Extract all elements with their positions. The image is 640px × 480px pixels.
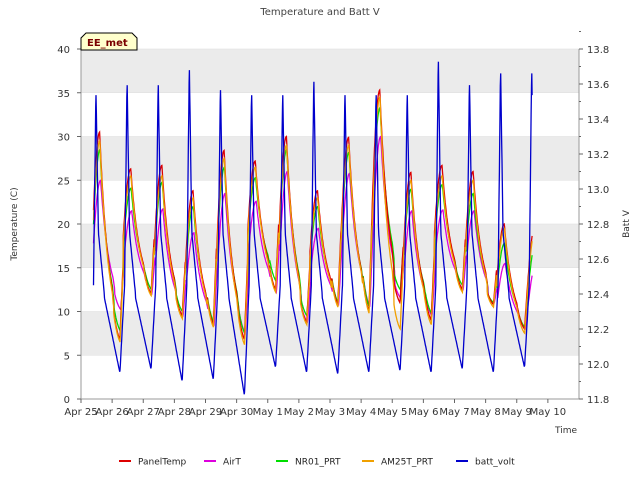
x-tick-label: Apr 30	[220, 407, 253, 418]
x-tick-label: May 7	[439, 407, 469, 418]
station-badge: EE_met	[80, 32, 138, 51]
y-tick-label: 35	[57, 89, 70, 100]
x-tick-label: May 9	[502, 407, 532, 418]
legend: PanelTemp AirT NR01_PRT AM25T_PRT batt_volt	[119, 458, 515, 468]
series-line-batt_volt	[92, 61, 533, 395]
x-tick-label: May 4	[346, 407, 376, 418]
grid-band	[81, 49, 579, 93]
station-label: EE_met	[87, 38, 128, 49]
chart-title: Temperature and Batt V	[259, 7, 380, 18]
x-tick-label: May 5	[377, 407, 407, 418]
y-tick-label: 15	[57, 264, 70, 275]
x-axis-title: Time	[554, 426, 577, 436]
y2-axis-title: Batt V	[622, 209, 632, 238]
y2-tick-label: 12.2	[587, 325, 609, 336]
x-tick-label: May 6	[408, 407, 438, 418]
y2-tick-label: 12.6	[587, 255, 609, 266]
x-tick-label: May 2	[284, 407, 314, 418]
series-layer	[92, 61, 533, 395]
legend-label: NR01_PRT	[295, 458, 341, 468]
y2-tick-label: 13.0	[587, 185, 609, 196]
grid-band	[81, 136, 579, 181]
y-tick-label: 5	[64, 351, 70, 362]
y2-tick-label: 13.4	[587, 115, 609, 126]
y-tick-label: 10	[57, 308, 70, 319]
axes-layer: 0 5 10 15 20 25 30 35 40 11.8 12.0 12.2 12.4 12.6 12.8…	[57, 31, 609, 418]
x-tick-label: Apr 29	[189, 407, 222, 418]
x-tick-label: May 1	[253, 407, 283, 418]
x-tick-label: Apr 28	[158, 407, 191, 418]
y-tick-label: 25	[57, 176, 70, 187]
y2-tick-label: 13.8	[587, 45, 609, 56]
y2-tick-label: 12.0	[587, 360, 609, 371]
y-tick-label: 40	[57, 45, 70, 56]
y-axis-title: Temperature (C)	[10, 187, 20, 261]
y2-tick-label: 11.8	[587, 395, 609, 406]
legend-label: PanelTemp	[138, 458, 187, 468]
x-tick-label: May 10	[530, 407, 567, 418]
x-tick-label: May 3	[315, 407, 345, 418]
y-tick-label: 30	[57, 133, 70, 144]
y2-tick-label: 13.2	[587, 150, 609, 161]
legend-label: AirT	[223, 458, 241, 468]
y2-tick-label: 13.6	[587, 80, 609, 91]
y2-tick-label: 12.4	[587, 290, 609, 301]
y-tick-label: 0	[64, 395, 70, 406]
x-tick-label: May 8	[471, 407, 501, 418]
series-line-AM25T_PRT	[92, 95, 533, 345]
y-tick-label: 20	[57, 220, 70, 231]
y2-tick-label: 12.8	[587, 220, 609, 231]
x-tick-label: Apr 25	[64, 407, 97, 418]
legend-label: AM25T_PRT	[381, 458, 433, 468]
legend-label: batt_volt	[475, 458, 515, 468]
x-tick-label: Apr 27	[127, 407, 160, 418]
station-badge-box	[80, 32, 138, 51]
x-tick-label: Apr 26	[96, 407, 129, 418]
